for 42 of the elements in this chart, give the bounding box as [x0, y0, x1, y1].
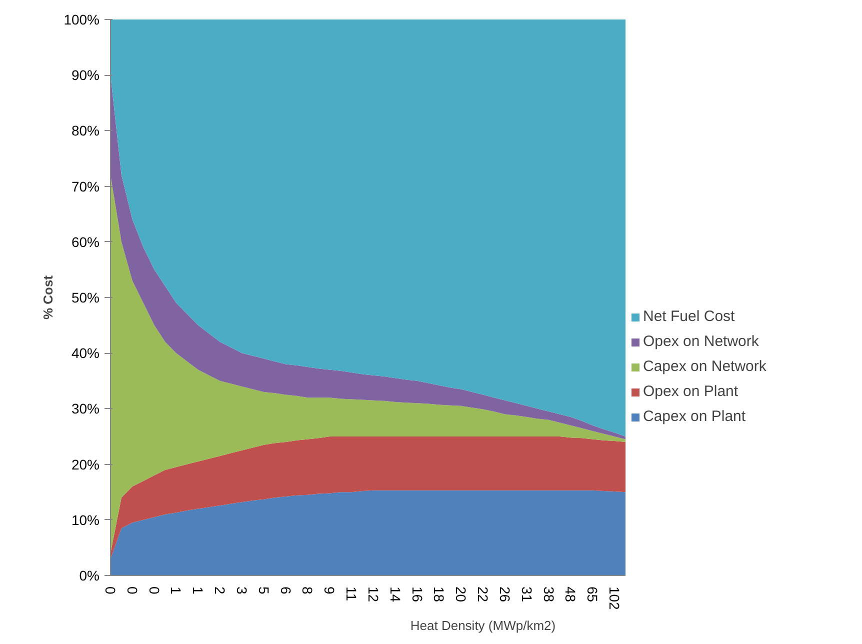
x-tick-label: 38: [540, 586, 557, 602]
y-tick-label: 80%: [71, 122, 100, 139]
x-tick-label: 48: [562, 586, 579, 602]
x-tick-label: 102: [606, 586, 623, 610]
y-tick-label: 10%: [71, 512, 100, 528]
x-tick-label: 14: [387, 586, 404, 602]
x-axis-title: Heat Density (MWp/km2): [410, 618, 556, 633]
x-tick-label: 3: [234, 586, 250, 594]
x-tick-label: 8: [300, 586, 316, 594]
x-tick-label: 16: [409, 586, 426, 602]
x-tick-label: 0: [124, 586, 140, 594]
x-tick-label: 2: [212, 586, 228, 594]
y-axis-title: % Cost: [40, 274, 56, 320]
x-tick-label: 0: [102, 586, 118, 594]
legend-label: Opex on Plant: [643, 383, 738, 400]
x-tick-label: 9: [322, 586, 338, 594]
x-tick-label: 18: [431, 586, 448, 602]
legend-label: Net Fuel Cost: [643, 308, 735, 325]
x-tick-label: 6: [278, 586, 294, 594]
x-tick-label: 22: [475, 586, 492, 602]
legend-label: Opex on Network: [643, 333, 759, 350]
y-tick-label: 30%: [71, 400, 100, 417]
x-tick-label: 12: [365, 586, 382, 602]
legend-label: Capex on Plant: [643, 408, 746, 425]
y-tick-label: 0%: [79, 568, 100, 584]
x-tick-label: 1: [190, 586, 206, 594]
x-tick-label: 0: [146, 586, 162, 594]
y-tick-label: 100%: [64, 12, 100, 28]
y-tick-label: 50%: [71, 290, 100, 306]
x-tick-label: 65: [584, 586, 601, 602]
x-tick-label: 1: [168, 586, 184, 594]
x-tick-label: 5: [256, 586, 272, 594]
x-tick-label: 26: [496, 586, 513, 602]
y-tick-label: 60%: [71, 234, 100, 250]
y-tick-label: 40%: [71, 345, 100, 362]
y-tick-label: 90%: [71, 67, 100, 84]
y-tick-label: 20%: [71, 456, 100, 472]
y-tick-label: 70%: [71, 178, 100, 194]
x-tick-label: 31: [518, 586, 535, 602]
legend-label: Capex on Network: [643, 358, 766, 375]
x-tick-label: 11: [344, 586, 360, 602]
x-tick-label: 20: [453, 586, 470, 602]
